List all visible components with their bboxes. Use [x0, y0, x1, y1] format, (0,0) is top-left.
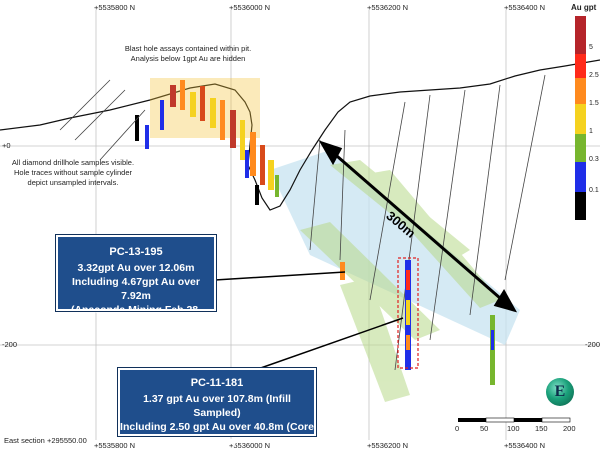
northing-label-top-2: +5536000 N [229, 3, 271, 12]
mineralized-zone [270, 150, 520, 345]
cross-section-canvas [0, 10, 600, 440]
callout-2-line-1: 1.37 gpt Au over 107.8m (Infill Sampled) [143, 393, 291, 419]
callout-1-line-3: (Anaconda Mining Feb 28, 2013) [70, 304, 202, 330]
legend-label-1-5: 1.5 [589, 100, 599, 107]
legend-label-5: 5 [589, 44, 593, 51]
diamond-note-line-1: All diamond drillhole samples visible. [11, 158, 135, 167]
legend-label-1: 1 [589, 128, 593, 135]
northing-label-top-1: +5535800 N [94, 3, 136, 12]
elevation-label-minus200-left: -200 [2, 340, 18, 349]
blast-note-line-2: Analysis below 1gpt Au are hidden [130, 54, 246, 63]
distance-arrow [318, 140, 518, 313]
callout-pc-11-181: PC-11-181 1.37 gpt Au over 107.8m (Infil… [117, 367, 317, 461]
callout-2-leader [254, 317, 404, 371]
northing-label-bottom-3: +5536200 N [367, 441, 409, 450]
legend-swatch-3 [575, 78, 586, 104]
callout-pc-13-195: PC-13-195 3.32gpt Au over 12.06m Includi… [55, 234, 217, 330]
blast-hole-note: Blast hole assays contained within pit. … [118, 44, 258, 64]
legend-swatch-1 [575, 16, 586, 54]
elevation-label-minus200-right: -200 [585, 340, 600, 349]
legend-label-0-3: 0.3 [589, 156, 599, 163]
northing-label-bottom-4: +5536400 N [504, 441, 546, 450]
northing-label-bottom-1: +5535800 N [94, 441, 136, 450]
legend-swatch-7 [575, 192, 586, 220]
blast-note-line-1: Blast hole assays contained within pit. [124, 44, 252, 53]
callout-1-line-2: Including 4.67gpt Au over 7.92m [72, 276, 200, 302]
scale-tick-100: 100 [507, 424, 520, 433]
company-logo: E [546, 378, 574, 406]
legend-swatch-4 [575, 104, 586, 134]
diamond-note-line-3: depict unsampled intervals. [27, 178, 119, 187]
northing-label-top-3: +5536200 N [367, 3, 409, 12]
legend-swatch-6 [575, 162, 586, 192]
legend-label-0-1: 0.1 [589, 187, 599, 194]
diamond-drillhole-note: All diamond drillhole samples visible. H… [8, 158, 138, 188]
callout-1-line-1: 3.32gpt Au over 12.06m [77, 262, 195, 274]
scale-tick-50: 50 [480, 424, 489, 433]
callout-2-title: PC-11-181 [190, 377, 244, 389]
callout-2-line-3: (Anaconda Mining Jan 14, 2013) [137, 449, 297, 461]
section-label: East section +295550.00 [4, 436, 87, 445]
scale-bar [458, 417, 571, 423]
scale-tick-200: 200 [563, 424, 576, 433]
northing-label-top-4: +5536400 N [504, 3, 546, 12]
northing-label-bottom-2: +5536000 N [229, 441, 271, 450]
callout-2-line-2: Including 2.50 gpt Au over 40.8m (Core L… [120, 421, 314, 447]
legend-swatch-2 [575, 54, 586, 78]
callout-1-title: PC-13-195 [109, 246, 163, 258]
elevation-label-zero: +0 [2, 141, 11, 150]
scale-tick-150: 150 [535, 424, 548, 433]
callout-1-leader [214, 271, 346, 281]
scale-tick-0: 0 [455, 424, 460, 433]
legend-swatch-5 [575, 134, 586, 162]
legend-title: Au gpt [571, 3, 597, 12]
legend-label-2-5: 2.5 [589, 72, 599, 79]
intercept-outline [397, 257, 419, 369]
blast-hole-assays [135, 78, 279, 205]
diamond-note-line-2: Hole traces without sample cylinder [14, 168, 132, 177]
topography-line [0, 59, 600, 211]
drillhole-samples [340, 260, 495, 385]
